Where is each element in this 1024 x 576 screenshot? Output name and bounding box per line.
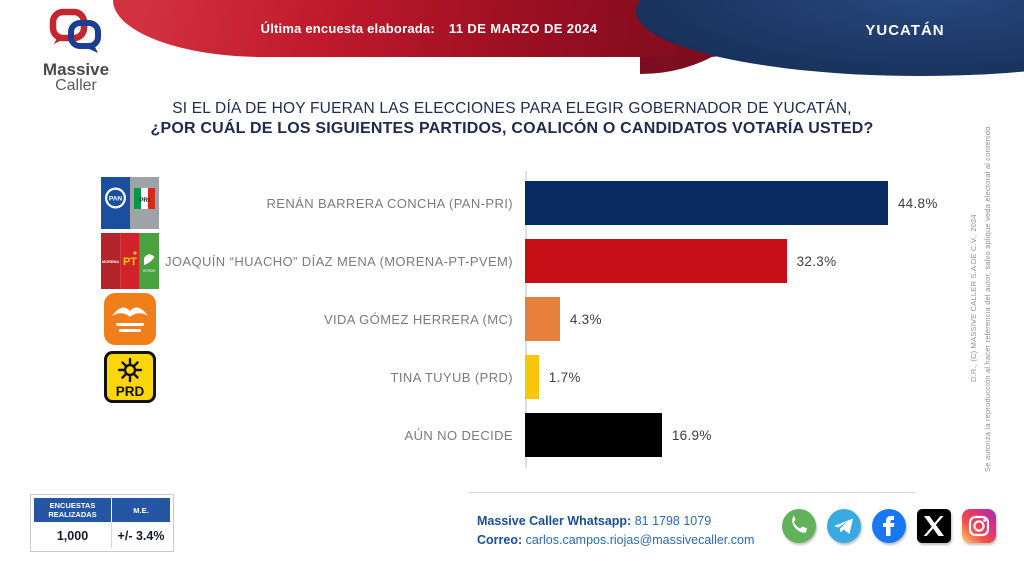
chart-row: AÚN NO DECIDE 16.9%: [98, 406, 958, 464]
banner-date: 11 DE MARZO DE 2024: [448, 21, 598, 36]
telegram-icon[interactable]: [827, 509, 861, 543]
poll-bar-chart: PAN PRI RENÁN BARRERA CONCHA (PAN-PRI) 44.8…: [98, 174, 958, 464]
candidate-label: AÚN NO DECIDE: [404, 427, 513, 443]
bar-zone: 16.9%: [525, 413, 958, 457]
email-address: carlos.campos.riojas@massivecaller.com: [525, 532, 755, 547]
value-label: 32.3%: [796, 253, 837, 269]
value-label: 16.9%: [671, 427, 712, 443]
pan-pri-logo: PAN PRI: [98, 177, 162, 229]
value-label: 1.7%: [548, 369, 581, 385]
candidate-label: TINA TUYUB (PRD): [390, 369, 513, 385]
svg-text:PAN: PAN: [109, 196, 123, 203]
chart-row: MORENA PT VERDE JOAQUÍN “HUACHO” DÍAZ MENA …: [98, 232, 958, 290]
candidate-label: RENÁN BARRERA CONCHA (PAN-PRI): [266, 195, 513, 211]
bar-zone: 32.3%: [525, 239, 958, 283]
morena-pt-pvem-logo: MORENA PT VERDE: [98, 233, 162, 289]
whatsapp-number: 81 1798 1079: [634, 514, 712, 528]
value-label: 4.3%: [569, 311, 602, 327]
stats-value-encuestas: 1,000: [34, 522, 112, 548]
email-label: Correo:: [477, 532, 523, 547]
copyright-line: D.R., (C) MASSIVE CALLER S.A DE C.V., 20…: [969, 214, 978, 382]
svg-text:MORENA: MORENA: [102, 260, 119, 264]
contact-block: Massive Caller Whatsapp: 81 1798 1079 Co…: [477, 512, 754, 550]
result-bar: [525, 297, 560, 341]
sample-stats-table: ENCUESTAS REALIZADAS M.E. 1,000 +/- 3.4%: [30, 494, 174, 552]
contact-whatsapp-line: Massive Caller Whatsapp: 81 1798 1079: [477, 512, 754, 531]
region-label: YUCATÁN: [865, 22, 945, 39]
stats-header-encuestas: ENCUESTAS REALIZADAS: [34, 498, 112, 522]
stats-table-value-row: 1,000 +/- 3.4%: [34, 522, 170, 548]
footer-divider: [468, 492, 916, 493]
result-bar: [525, 413, 662, 457]
facebook-icon[interactable]: [872, 509, 906, 543]
svg-text:PRI: PRI: [139, 197, 150, 204]
mc-logo: [98, 293, 162, 345]
question-title-line2: ¿POR CUÁL DE LOS SIGUIENTES PARTIDOS, CO…: [150, 120, 874, 138]
question-title: SI EL DÍA DE HOY FUERAN LAS ELECCIONES P…: [60, 99, 964, 140]
candidate-label: JOAQUÍN “HUACHO” DÍAZ MENA (MORENA-PT-PV…: [165, 253, 513, 269]
svg-text:PT: PT: [123, 256, 137, 268]
stats-table-header-row: ENCUESTAS REALIZADAS M.E.: [34, 498, 170, 522]
copyright-disclaimer: Se autoriza la reproducción al hacer ref…: [983, 124, 992, 472]
bar-zone: 44.8%: [525, 181, 958, 225]
chat-bubbles-icon: [26, 8, 126, 61]
chart-row: VIDA GÓMEZ HERRERA (MC) 4.3%: [98, 290, 958, 348]
candidate-label: VIDA GÓMEZ HERRERA (MC): [323, 311, 513, 327]
social-icons-bar: [782, 509, 996, 543]
brand-name-line1: Massive: [42, 60, 110, 79]
whatsapp-icon[interactable]: [782, 509, 816, 543]
instagram-icon[interactable]: [962, 509, 996, 543]
svg-text:VERDE: VERDE: [143, 269, 157, 273]
massive-caller-logo: Massive Caller: [26, 8, 126, 95]
stats-value-me: +/- 3.4%: [117, 529, 165, 543]
whatsapp-label: Massive Caller Whatsapp:: [477, 514, 632, 528]
bar-zone: 4.3%: [525, 297, 958, 341]
x-icon[interactable]: [917, 509, 951, 543]
brand-name-line2: Caller: [55, 77, 97, 94]
banner-label: Última encuesta elaborada:: [260, 21, 435, 36]
chart-row: PAN PRI RENÁN BARRERA CONCHA (PAN-PRI) 44.8…: [98, 174, 958, 232]
stats-header-me: M.E.: [112, 498, 170, 522]
question-title-line1: SI EL DÍA DE HOY FUERAN LAS ELECCIONES P…: [172, 100, 852, 117]
bar-zone: 1.7%: [525, 355, 958, 399]
svg-text:PRD: PRD: [116, 384, 145, 399]
contact-email-line: Correo: carlos.campos.riojas@massivecall…: [477, 531, 754, 550]
result-bar: [525, 181, 888, 225]
result-bar: [525, 355, 539, 399]
prd-logo: PRD: [98, 351, 162, 403]
result-bar: [525, 239, 787, 283]
chart-row: PRD TINA TUYUB (PRD) 1.7%: [98, 348, 958, 406]
value-label: 44.8%: [897, 195, 938, 211]
